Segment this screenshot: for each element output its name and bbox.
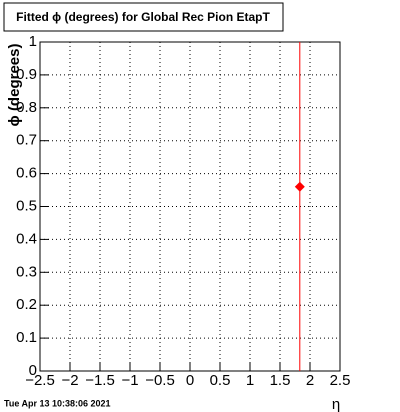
y-tick-label: 0.5: [16, 197, 37, 214]
y-axis-label: ϕ (degrees): [6, 44, 23, 127]
y-tick-label: 0.4: [16, 230, 37, 247]
x-tick-label: 2: [306, 372, 314, 389]
x-axis-label: η: [332, 396, 340, 412]
x-tick-label: −1.5: [85, 372, 115, 389]
y-tick-label: 1: [29, 33, 37, 50]
y-tick-label: 0.7: [16, 132, 37, 149]
plot-frame: [39, 41, 341, 372]
y-tick-label: 0.3: [16, 263, 37, 280]
x-tick-label: 1.5: [270, 372, 291, 389]
x-tick-label: −2: [61, 372, 78, 389]
x-tick-label: −1: [121, 372, 138, 389]
title-box: [3, 2, 284, 32]
y-tick-label: 0.8: [16, 99, 37, 116]
timestamp: Tue Apr 13 10:38:06 2021: [4, 398, 111, 408]
y-tick-label: 0.2: [16, 296, 37, 313]
chart-title: Fitted ϕ (degrees) for Global Rec Pion E…: [16, 10, 270, 24]
x-tick-label: 0: [186, 372, 194, 389]
y-tick-label: 0.6: [16, 165, 37, 182]
x-tick-label: 2.5: [330, 372, 351, 389]
x-tick-label: −0.5: [145, 372, 175, 389]
data-point: [294, 181, 305, 192]
x-tick-label: 0.5: [210, 372, 231, 389]
x-tick-label: −2.5: [25, 372, 55, 389]
x-tick-label: 1: [246, 372, 254, 389]
y-tick-label: 0: [29, 362, 37, 379]
y-tick-label: 0.9: [16, 66, 37, 83]
y-tick-label: 0.1: [16, 329, 37, 346]
